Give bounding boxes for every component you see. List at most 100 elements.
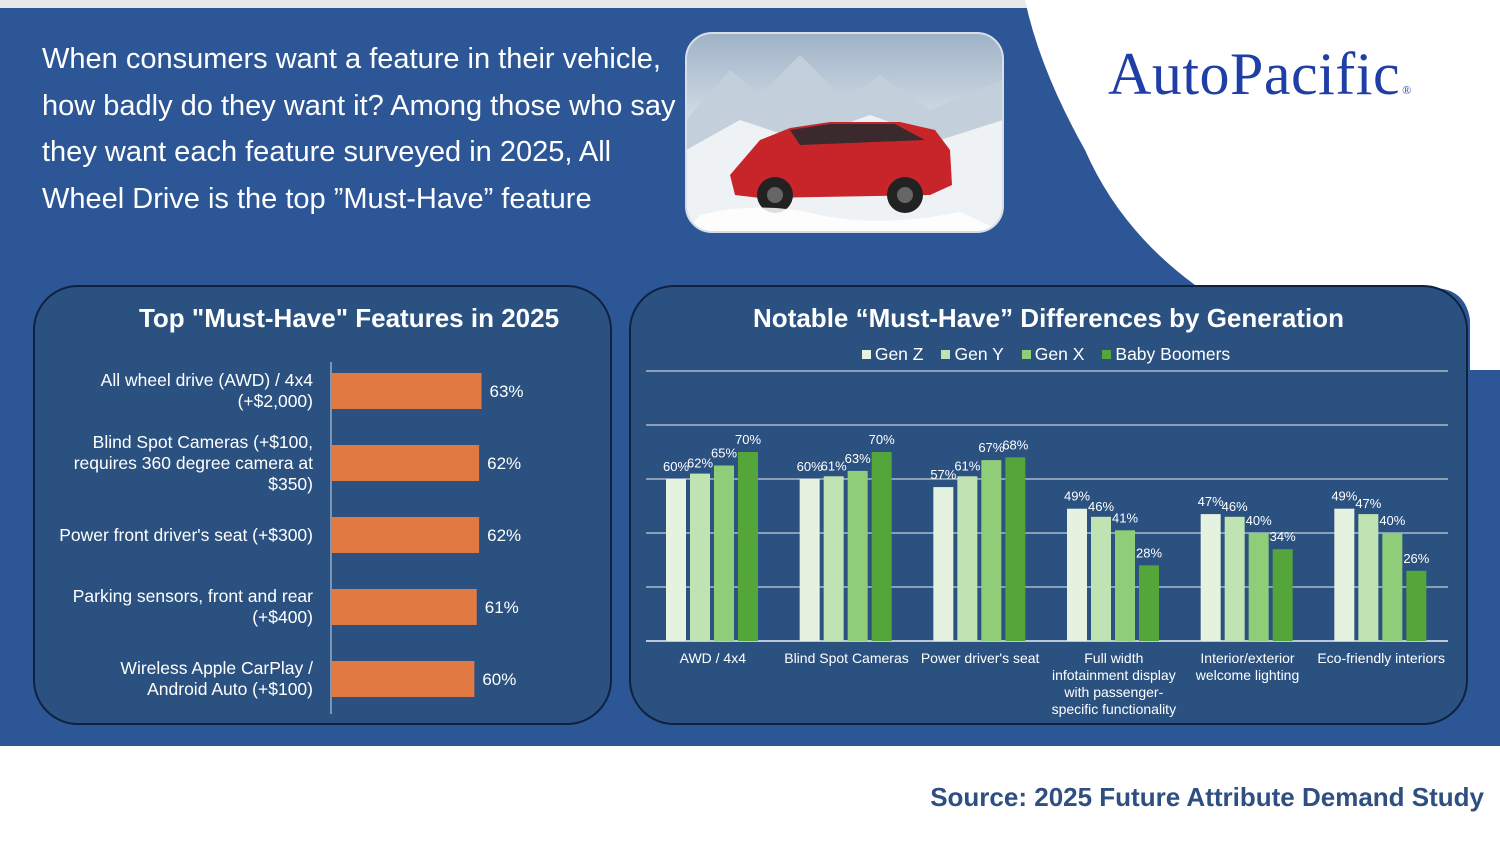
legend-item: Gen Z bbox=[861, 344, 924, 365]
generation-bar-chart: 60%62%65%70%60%61%63%70%57%61%67%68%49%4… bbox=[646, 370, 1448, 642]
legend-swatch bbox=[861, 350, 871, 359]
white-logo-area bbox=[1025, 0, 1500, 370]
category-label-line: Eco-friendly interiors bbox=[1317, 650, 1445, 666]
category-label-line: Parking sensors, front and rear bbox=[72, 586, 313, 606]
logo-text: AutoPacific bbox=[1108, 41, 1401, 107]
generation-value-label: 60% bbox=[797, 459, 823, 474]
source-note: Source: 2025 Future Attribute Demand Stu… bbox=[930, 782, 1484, 812]
must-have-category-label: Blind Spot Cameras (+$100, requires 360 d… bbox=[23, 432, 313, 495]
generation-bar bbox=[799, 479, 820, 641]
category-label-line: (+$400) bbox=[252, 607, 313, 627]
generation-value-label: 61% bbox=[954, 458, 980, 473]
must-have-bar bbox=[331, 517, 480, 553]
generation-value-label: 47% bbox=[1355, 496, 1381, 511]
generation-value-label: 49% bbox=[1331, 489, 1357, 504]
must-have-bar bbox=[331, 661, 475, 697]
must-have-bar bbox=[331, 445, 480, 481]
category-label-line: specific functionality bbox=[1051, 701, 1177, 717]
category-label-line: AWD / 4x4 bbox=[679, 650, 747, 666]
generation-value-label: 26% bbox=[1403, 551, 1429, 566]
generation-category-label: Full width infotainment display with passe… bbox=[1047, 650, 1181, 718]
generation-category-label: AWD / 4x4 bbox=[646, 650, 780, 667]
generation-value-label: 57% bbox=[930, 467, 956, 482]
generation-bar bbox=[1139, 565, 1159, 641]
legend-item: Baby Boomers bbox=[1102, 344, 1230, 365]
category-label-line: (+$2,000) bbox=[237, 391, 313, 411]
category-label-line: Interior/exterior bbox=[1200, 650, 1295, 666]
category-label-line: All wheel drive (AWD) / 4x4 bbox=[100, 370, 313, 390]
generation-value-label: 40% bbox=[1246, 513, 1272, 528]
generation-bar bbox=[1272, 549, 1293, 641]
generation-value-label: 40% bbox=[1379, 513, 1405, 528]
legend-label: Baby Boomers bbox=[1115, 344, 1231, 364]
must-have-value-label: 63% bbox=[490, 382, 524, 401]
generation-value-label: 65% bbox=[711, 446, 737, 461]
must-have-bar bbox=[331, 373, 482, 409]
must-have-value-label: 61% bbox=[485, 598, 519, 617]
must-have-value-label: 62% bbox=[487, 454, 521, 473]
generation-bar bbox=[847, 470, 868, 641]
generation-bar bbox=[1334, 508, 1355, 641]
legend-label: Gen X bbox=[1034, 344, 1085, 364]
generation-value-label: 47% bbox=[1198, 494, 1224, 509]
generation-bar bbox=[933, 487, 954, 641]
generation-category-label: Interior/exterior welcome lighting bbox=[1181, 650, 1315, 684]
must-have-bar bbox=[331, 589, 477, 625]
generation-bar bbox=[957, 476, 978, 641]
generation-bar bbox=[1224, 516, 1245, 641]
generation-value-label: 34% bbox=[1270, 529, 1296, 544]
generation-bar bbox=[823, 476, 844, 641]
left-chart-title: Top "Must-Have" Features in 2025 bbox=[138, 303, 560, 333]
category-label-line: Wireless Apple CarPlay / bbox=[120, 658, 313, 678]
generation-bar bbox=[714, 465, 734, 641]
must-have-bar-chart: 63% 62% 62% 61% 60% bbox=[330, 362, 524, 714]
generation-bar bbox=[871, 452, 892, 641]
generation-category-label: Power driver's seat bbox=[913, 650, 1047, 667]
must-have-category-label: Wireless Apple CarPlay / Android Auto (+$… bbox=[23, 658, 313, 700]
generation-bar bbox=[1358, 514, 1379, 641]
chart-legend: Gen Z Gen Y Gen X Baby Boomers bbox=[645, 344, 1447, 365]
category-label-line: infotainment display bbox=[1051, 667, 1176, 683]
generation-value-label: 62% bbox=[687, 456, 713, 471]
generation-category-label: Eco-friendly interiors bbox=[1314, 650, 1448, 667]
must-have-category-label: Parking sensors, front and rear (+$400) bbox=[23, 586, 313, 628]
generation-value-label: 60% bbox=[663, 459, 689, 474]
generation-category-label: Blind Spot Cameras bbox=[780, 650, 914, 667]
category-label-line: Android Auto (+$100) bbox=[147, 679, 313, 699]
category-label-line: welcome lighting bbox=[1195, 667, 1300, 683]
category-label-line: Full width bbox=[1084, 650, 1144, 666]
legend-item: Gen Y bbox=[941, 344, 1004, 365]
must-have-value-label: 60% bbox=[482, 670, 516, 689]
registered-mark: ® bbox=[1402, 83, 1412, 97]
category-label-line: $350) bbox=[268, 473, 313, 494]
must-have-category-label: All wheel drive (AWD) / 4x4 (+$2,000) bbox=[23, 370, 313, 412]
generation-bar bbox=[1382, 533, 1403, 641]
top-strip bbox=[0, 0, 1500, 8]
generation-value-label: 46% bbox=[1088, 499, 1114, 514]
generation-bar bbox=[1200, 514, 1221, 641]
generation-value-label: 41% bbox=[1112, 510, 1138, 525]
generation-value-label: 61% bbox=[821, 458, 847, 473]
legend-label: Gen Z bbox=[874, 344, 924, 364]
headline: When consumers want a feature in their v… bbox=[42, 43, 676, 215]
generation-value-label: 63% bbox=[845, 451, 871, 466]
generation-value-label: 68% bbox=[1002, 437, 1028, 452]
generation-bar bbox=[1005, 457, 1026, 641]
generation-bar bbox=[1115, 530, 1135, 641]
legend-item: Gen X bbox=[1021, 344, 1085, 365]
generation-bar bbox=[690, 473, 710, 641]
generation-value-label: 67% bbox=[978, 440, 1004, 455]
generation-bar bbox=[666, 479, 686, 641]
legend-swatch bbox=[1021, 350, 1031, 359]
generation-bar bbox=[738, 452, 758, 641]
right-chart-title: Notable “Must-Have” Differences by Gener… bbox=[753, 303, 1344, 333]
photo-frame bbox=[685, 32, 1004, 233]
category-label-line: requires 360 degree camera at bbox=[73, 452, 313, 473]
generation-bar bbox=[1067, 508, 1087, 641]
generation-value-label: 46% bbox=[1222, 499, 1248, 514]
category-label-line: Blind Spot Cameras bbox=[784, 650, 909, 666]
autopacific-logo: AutoPacific ® bbox=[1108, 40, 1412, 109]
generation-bar bbox=[1248, 533, 1269, 641]
